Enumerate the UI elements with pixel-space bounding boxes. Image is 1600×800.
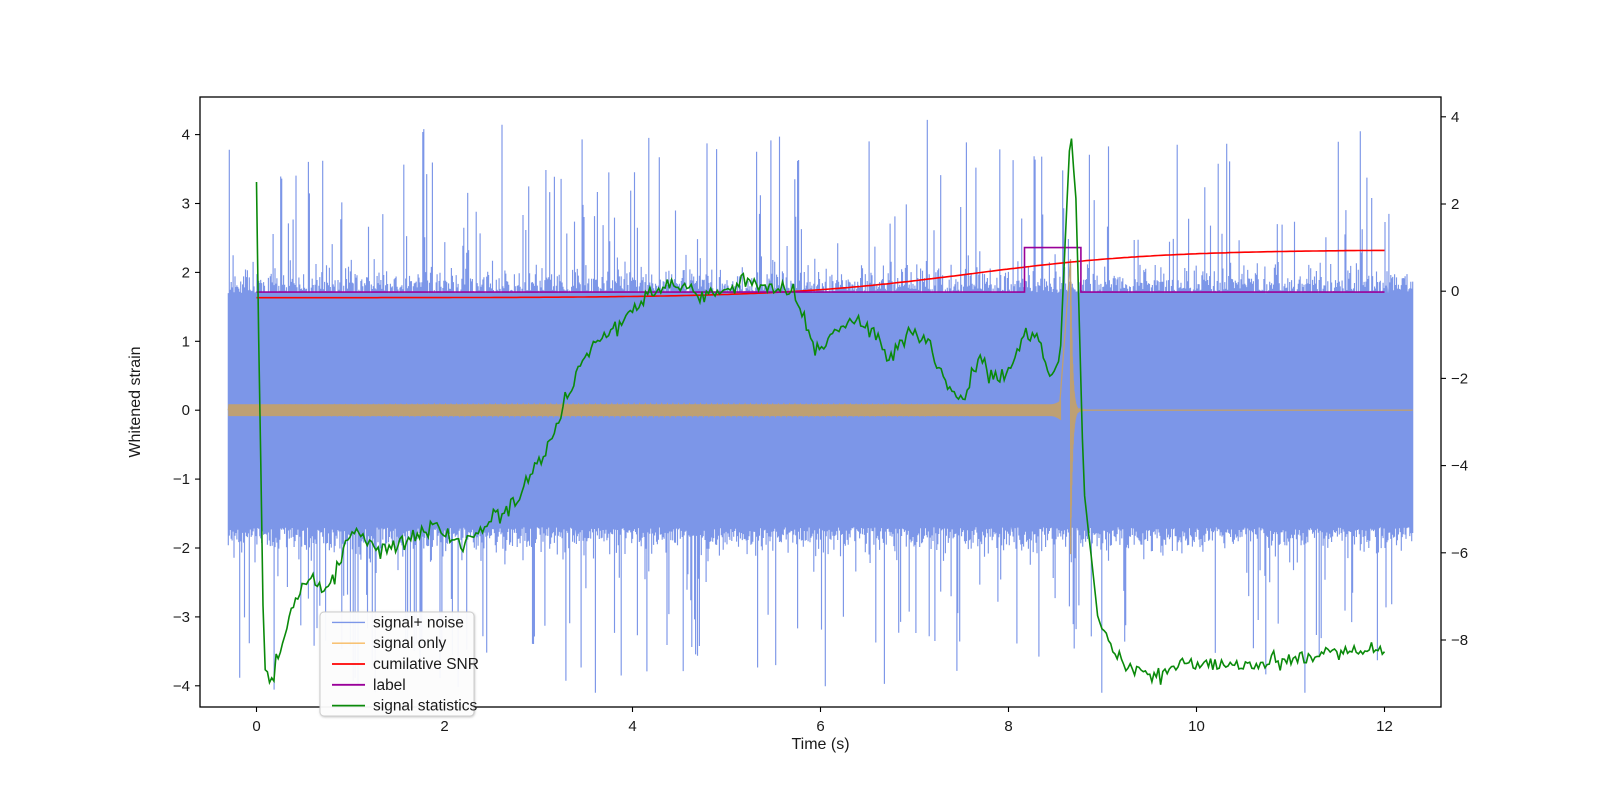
- svg-text:6: 6: [816, 718, 824, 735]
- svg-text:−4: −4: [1451, 458, 1468, 475]
- svg-text:−4: −4: [173, 678, 190, 695]
- svg-text:Whitened strain: Whitened strain: [127, 346, 144, 457]
- svg-text:8: 8: [1004, 718, 1012, 735]
- svg-text:signal+ noise: signal+ noise: [373, 614, 464, 631]
- svg-text:2: 2: [1451, 196, 1459, 213]
- svg-text:0: 0: [252, 718, 260, 735]
- svg-text:−3: −3: [173, 609, 190, 626]
- svg-text:−2: −2: [173, 540, 190, 557]
- svg-text:2: 2: [182, 264, 190, 281]
- svg-text:4: 4: [1451, 109, 1459, 126]
- svg-text:4: 4: [628, 718, 636, 735]
- svg-text:signal only: signal only: [373, 635, 446, 652]
- svg-text:12: 12: [1376, 718, 1393, 735]
- svg-text:3: 3: [182, 196, 190, 213]
- svg-text:Time (s): Time (s): [791, 736, 849, 753]
- svg-text:−6: −6: [1451, 545, 1468, 562]
- svg-text:cumilative SNR: cumilative SNR: [373, 656, 479, 673]
- svg-text:0: 0: [182, 402, 190, 419]
- svg-text:signal statistics: signal statistics: [373, 698, 477, 715]
- svg-text:−2: −2: [1451, 370, 1468, 387]
- svg-text:4: 4: [182, 127, 190, 144]
- svg-text:−8: −8: [1451, 632, 1468, 649]
- svg-text:10: 10: [1188, 718, 1205, 735]
- svg-text:0: 0: [1451, 283, 1459, 300]
- svg-text:1: 1: [182, 333, 190, 350]
- svg-text:label: label: [373, 677, 406, 694]
- svg-text:−1: −1: [173, 471, 190, 488]
- svg-text:2: 2: [440, 718, 448, 735]
